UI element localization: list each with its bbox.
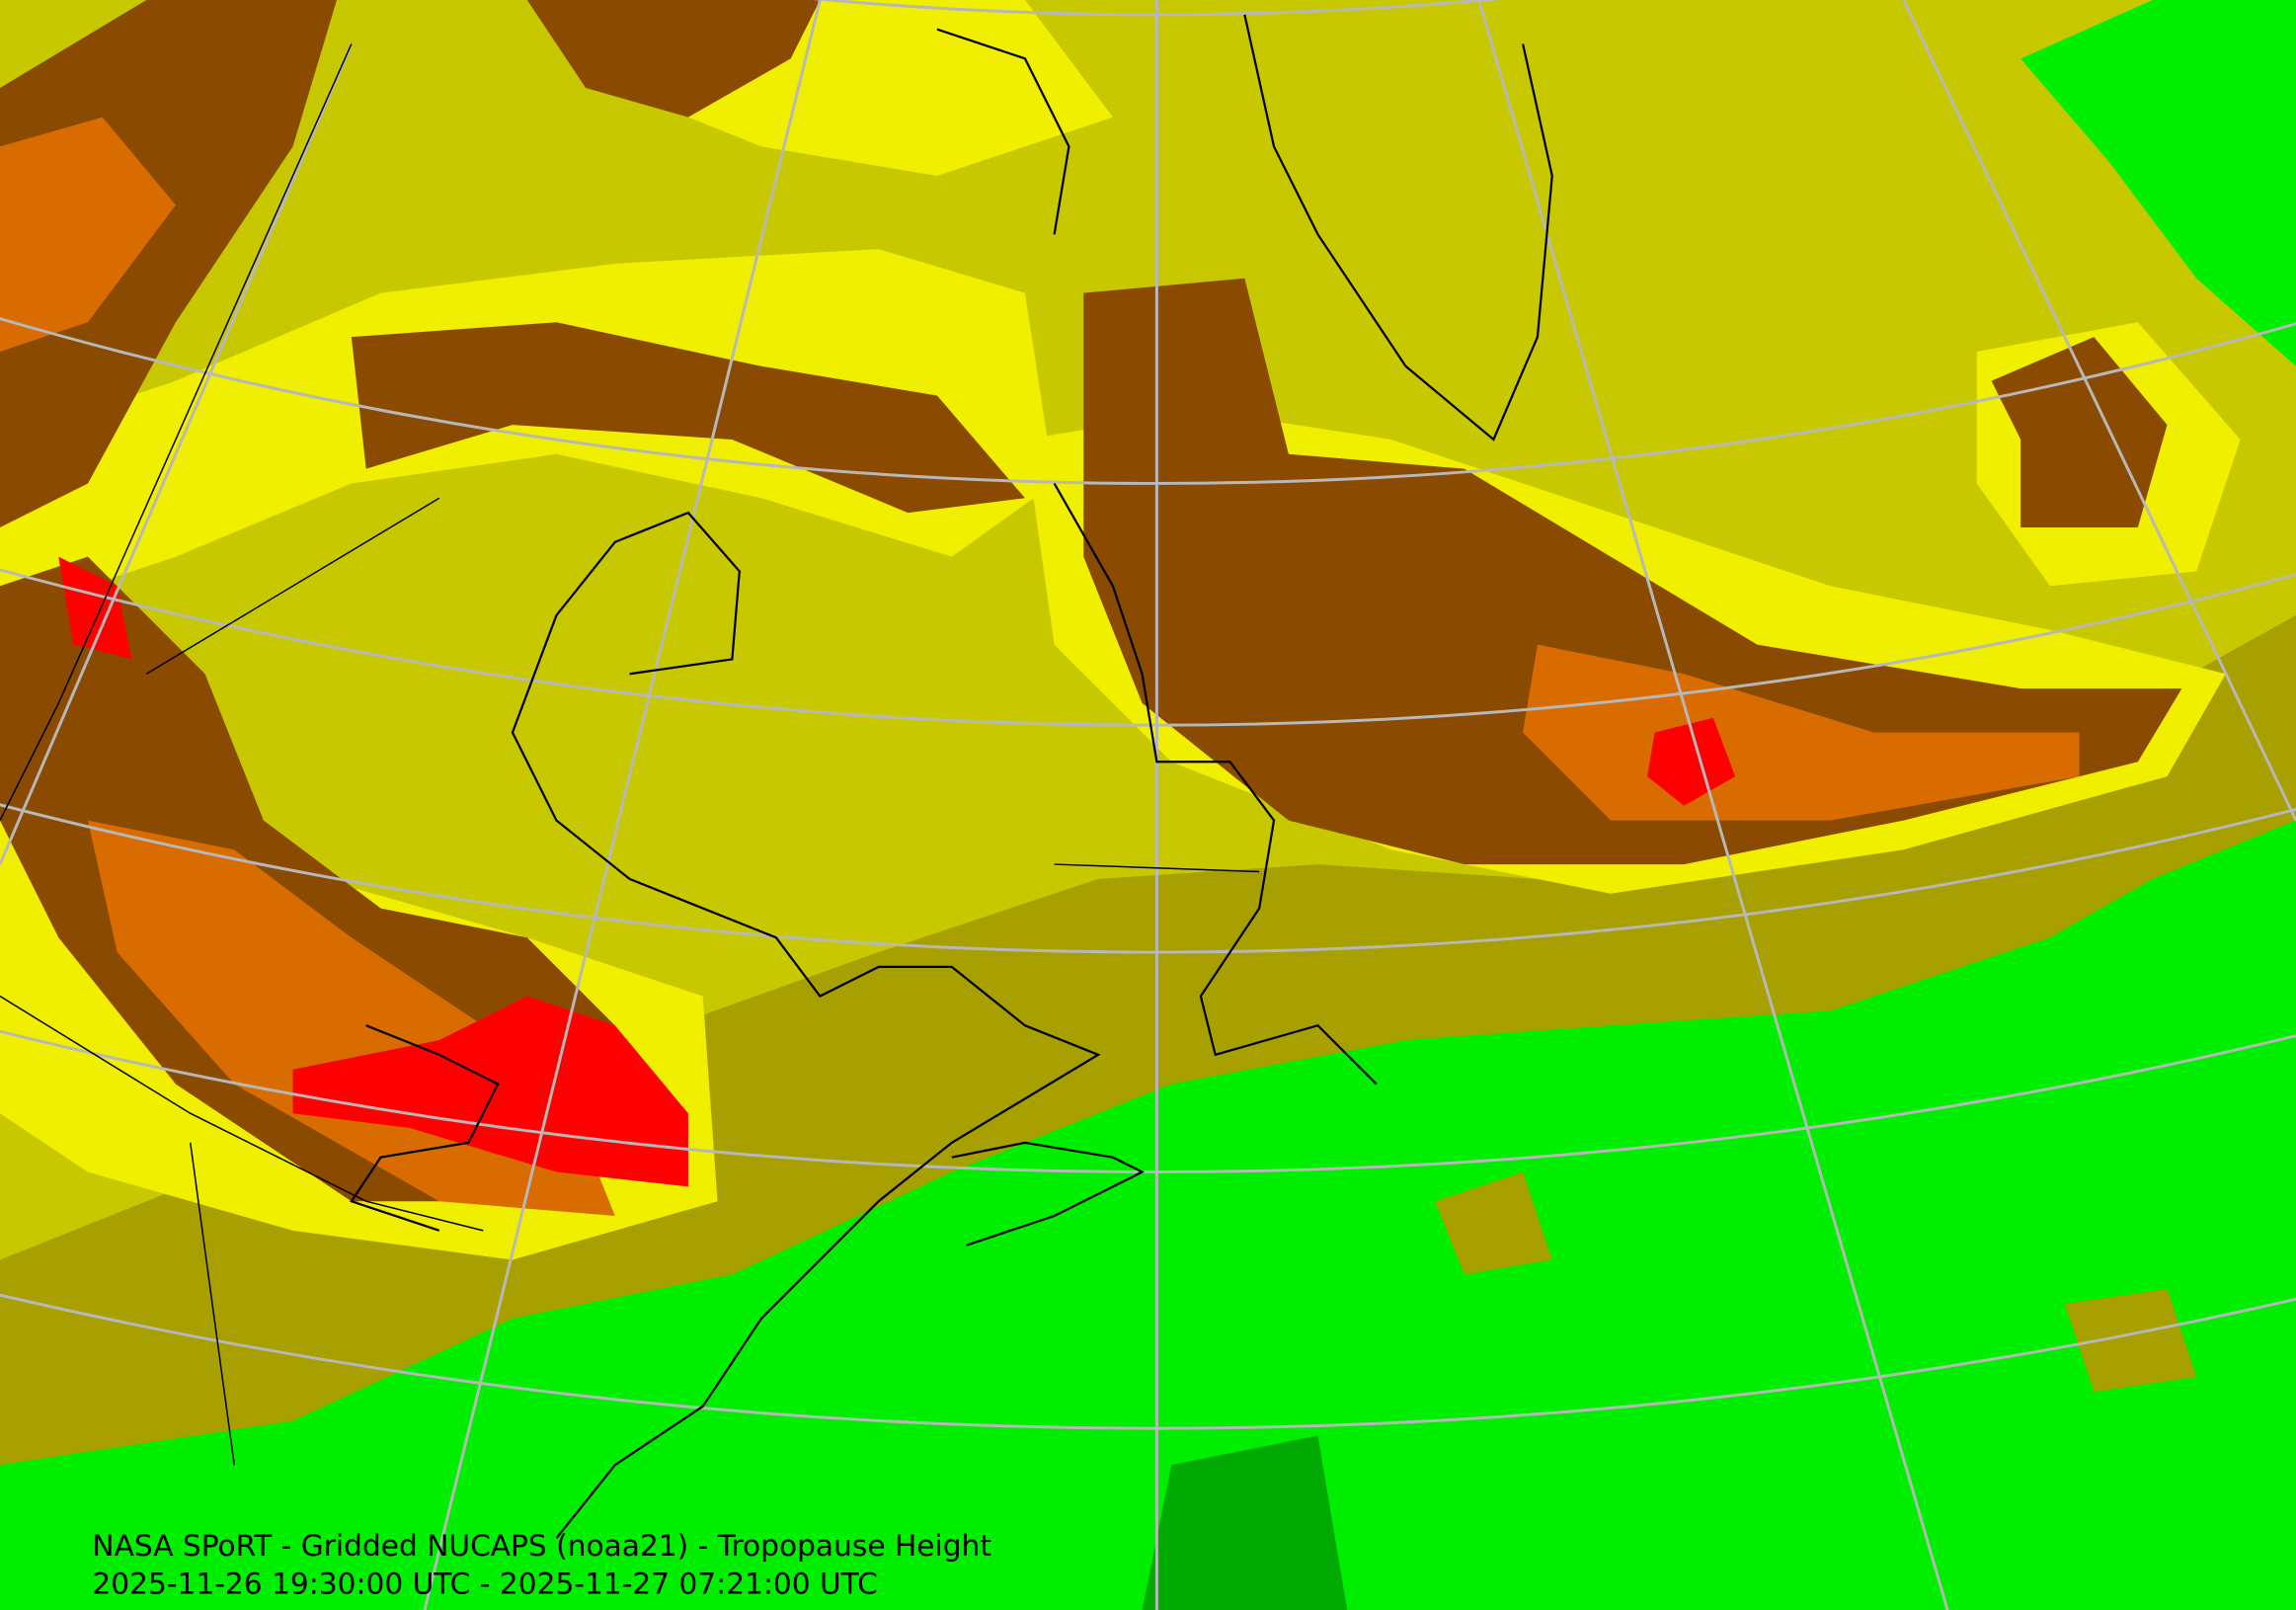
map-title: NASA SPoRT - Gridded NUCAPS (noaa21) - T… [92,1528,991,1563]
coastlines [350,14,1553,1540]
borders [0,43,1260,1466]
time-range: 2025-11-26 19:30:00 UTC - 2025-11-27 07:… [92,1567,877,1601]
